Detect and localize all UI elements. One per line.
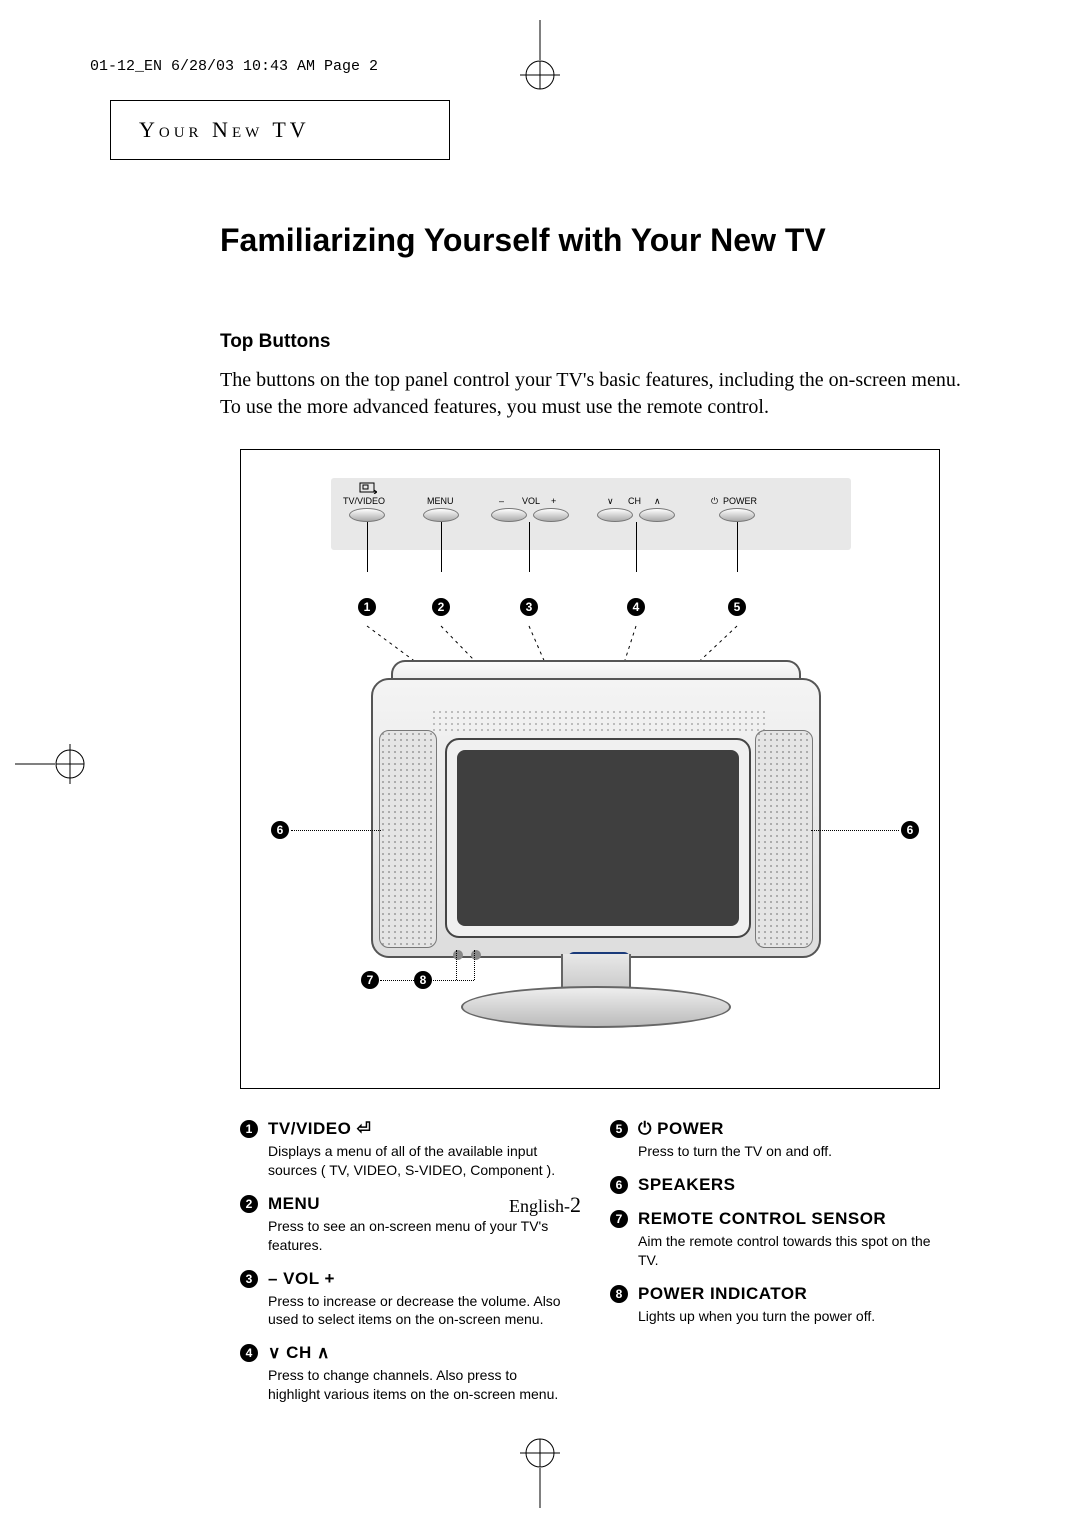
callout-line <box>456 950 457 980</box>
legend-desc: Press to change channels. Also press to … <box>268 1366 570 1404</box>
legend-num: 8 <box>610 1285 628 1303</box>
tv-screen <box>445 738 751 938</box>
tv-illustration: SAMSUNG <box>371 660 821 1050</box>
power-button[interactable] <box>719 508 755 522</box>
legend-desc: Lights up when you turn the power off. <box>638 1307 940 1326</box>
page-content: Your New TV Familiarizing Yourself with … <box>110 100 980 1404</box>
legend-item: 5 ⏻ POWER Press to turn the TV on and of… <box>610 1119 940 1161</box>
tv-diagram: TV/VIDEO MENU – VOL + ∨ CH ∧ ⏻ POWER <box>240 449 940 1089</box>
callout-line <box>737 522 738 572</box>
callout-num-5: 5 <box>728 598 746 616</box>
ch-down-button[interactable] <box>597 508 633 522</box>
legend-num: 4 <box>240 1344 258 1362</box>
crop-mark-top <box>510 20 570 100</box>
legend-col-right: 5 ⏻ POWER Press to turn the TV on and of… <box>610 1119 940 1404</box>
legend-desc: Aim the remote control towards this spot… <box>638 1232 940 1270</box>
legend-name: POWER INDICATOR <box>638 1284 940 1304</box>
callout-num-6: 6 <box>271 821 289 839</box>
top-vent <box>433 708 768 736</box>
btn-label-tvvideo: TV/VIDEO <box>343 496 385 506</box>
legend-col-left: 1 TV/VIDEO ⏎ Displays a menu of all of t… <box>240 1119 570 1404</box>
callout-line <box>291 830 381 831</box>
remote-sensor <box>453 950 463 960</box>
legend-name: ⏻ POWER <box>638 1119 940 1139</box>
ch-up-button[interactable] <box>639 508 675 522</box>
intro-text: The buttons on the top panel control you… <box>220 367 980 421</box>
vol-up-button[interactable] <box>533 508 569 522</box>
btn-label-ch: CH <box>628 496 641 506</box>
btn-label-menu: MENU <box>427 496 454 506</box>
btn-label-ch-up: ∧ <box>654 496 661 507</box>
legend-desc: Press to see an on-screen menu of your T… <box>268 1217 570 1255</box>
callout-line <box>636 522 637 572</box>
button-panel: TV/VIDEO MENU – VOL + ∨ CH ∧ ⏻ POWER <box>331 478 851 550</box>
legend: 1 TV/VIDEO ⏎ Displays a menu of all of t… <box>240 1119 940 1404</box>
legend-num: 5 <box>610 1120 628 1138</box>
callout-num-1: 1 <box>358 598 376 616</box>
crop-mark-bottom <box>510 1428 570 1508</box>
tv-video-button[interactable] <box>349 508 385 522</box>
legend-name: – VOL + <box>268 1269 570 1289</box>
btn-label-vol: VOL <box>522 496 540 506</box>
btn-label-vol-minus: – <box>499 496 504 506</box>
power-indicator <box>471 950 481 960</box>
source-icon <box>359 482 377 494</box>
callout-line <box>474 950 475 980</box>
callout-num-4: 4 <box>627 598 645 616</box>
page-footer: English-2 <box>110 1192 980 1218</box>
callout-line <box>811 830 899 831</box>
legend-desc: Press to turn the TV on and off. <box>638 1142 940 1161</box>
tv-body: SAMSUNG <box>371 678 821 958</box>
callout-num-3: 3 <box>520 598 538 616</box>
page-lang: English- <box>509 1196 570 1216</box>
btn-label-ch-down: ∨ <box>607 496 614 507</box>
legend-num: 1 <box>240 1120 258 1138</box>
callout-line <box>433 980 474 981</box>
menu-button[interactable] <box>423 508 459 522</box>
legend-item: 7 REMOTE CONTROL SENSOR Aim the remote c… <box>610 1209 940 1270</box>
legend-item: 3 – VOL + Press to increase or decrease … <box>240 1269 570 1330</box>
doc-meta-header: 01-12_EN 6/28/03 10:43 AM Page 2 <box>90 58 378 75</box>
tv-screen-panel <box>457 750 739 926</box>
vol-down-button[interactable] <box>491 508 527 522</box>
section-tab-label: Your New TV <box>139 117 310 143</box>
callout-line <box>441 522 442 572</box>
subsection-title: Top Buttons <box>220 331 980 353</box>
page-number: 2 <box>570 1192 581 1217</box>
legend-num: 3 <box>240 1270 258 1288</box>
callout-num-6b: 6 <box>901 821 919 839</box>
speaker-right <box>755 730 813 948</box>
callout-num-8: 8 <box>414 971 432 989</box>
btn-label-vol-plus: + <box>551 496 556 506</box>
callout-line <box>367 522 368 572</box>
legend-name: TV/VIDEO ⏎ <box>268 1119 570 1139</box>
callout-line <box>529 522 530 572</box>
legend-item: 4 ∨ CH ∧ Press to change channels. Also … <box>240 1343 570 1404</box>
btn-label-power: POWER <box>723 496 757 506</box>
legend-item: 8 POWER INDICATOR Lights up when you tur… <box>610 1284 940 1326</box>
page-title: Familiarizing Yourself with Your New TV <box>220 222 980 259</box>
legend-item: 1 TV/VIDEO ⏎ Displays a menu of all of t… <box>240 1119 570 1180</box>
legend-desc: Press to increase or decrease the volume… <box>268 1292 570 1330</box>
legend-name: ∨ CH ∧ <box>268 1343 570 1363</box>
speaker-left <box>379 730 437 948</box>
tv-base <box>461 986 731 1028</box>
btn-label-power-sym: ⏻ <box>711 496 718 507</box>
section-tab: Your New TV <box>110 100 450 160</box>
bottom-sensor-area <box>453 950 481 960</box>
callout-num-7: 7 <box>361 971 379 989</box>
crop-mark-left <box>15 734 95 794</box>
callout-num-2: 2 <box>432 598 450 616</box>
legend-desc: Displays a menu of all of the available … <box>268 1142 570 1180</box>
